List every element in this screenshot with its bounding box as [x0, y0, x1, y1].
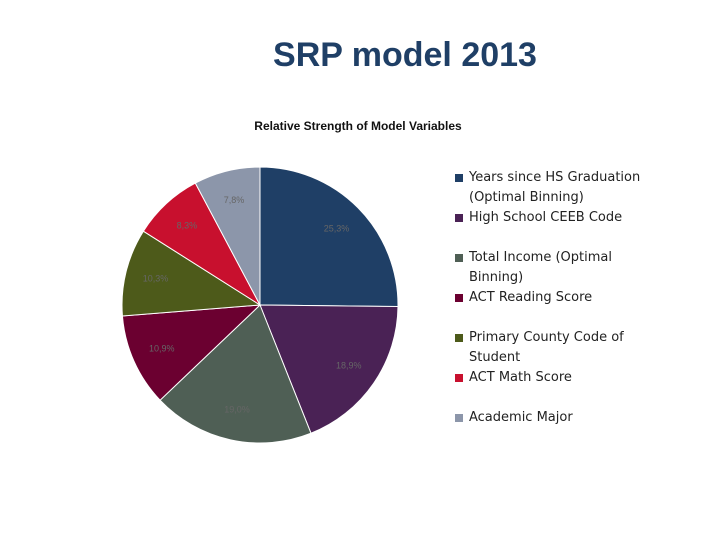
legend-item: High School CEEB Code: [455, 208, 655, 228]
data-label: 10,3%: [143, 274, 169, 284]
legend-swatch: [455, 414, 463, 422]
data-label: 25,3%: [324, 224, 350, 234]
legend-label: Years since HS Graduation (Optimal Binni…: [469, 170, 641, 205]
legend-item: Years since HS Graduation (Optimal Binni…: [455, 168, 655, 208]
legend-swatch: [455, 254, 463, 262]
pie-slice: [259, 166, 399, 308]
legend-swatch: [455, 334, 463, 342]
legend-item: Primary County Code of Student: [455, 328, 655, 368]
legend-item: Total Income (Optimal Binning): [455, 248, 655, 288]
legend-label: Academic Major: [469, 410, 573, 425]
legend-swatch: [455, 214, 463, 222]
legend-label: Primary County Code of Student: [469, 330, 624, 365]
data-label: 8,3%: [177, 220, 198, 230]
slide-title: SRP model 2013: [273, 36, 537, 74]
pie-slice: [121, 230, 262, 317]
data-label: 10,9%: [149, 343, 175, 353]
legend-label: ACT Math Score: [469, 370, 572, 385]
data-label: 19,0%: [224, 405, 250, 415]
legend-swatch: [455, 374, 463, 382]
legend-label: High School CEEB Code: [469, 210, 623, 225]
data-label: 18,9%: [336, 360, 362, 370]
pie-slice: [121, 304, 262, 401]
data-label: 7,8%: [224, 195, 245, 205]
legend-swatch: [455, 294, 463, 302]
chart-title: Relative Strength of Model Variables: [254, 119, 462, 133]
pie-slice: [159, 304, 312, 444]
legend-item: ACT Math Score: [455, 368, 655, 388]
legend-label: Total Income (Optimal Binning): [469, 250, 612, 285]
legend-label: ACT Reading Score: [469, 290, 593, 305]
legend-item: Academic Major: [455, 408, 655, 428]
pie-slice: [259, 304, 399, 434]
legend-swatch: [455, 174, 463, 182]
pie-slice: [194, 166, 261, 306]
legend-item: ACT Reading Score: [455, 288, 655, 308]
